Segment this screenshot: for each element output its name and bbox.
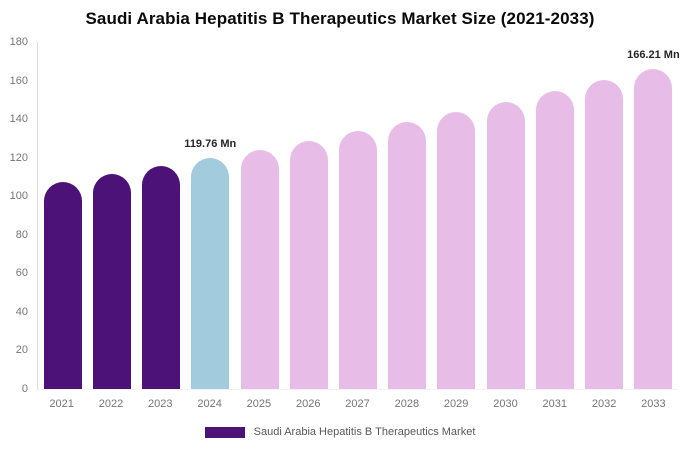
bar-2032	[585, 79, 624, 389]
bar-slot-2021	[38, 42, 87, 389]
x-tick-label-2021: 2021	[49, 398, 74, 410]
x-tick-label-2022: 2022	[98, 398, 124, 410]
bar-slot-2033	[629, 42, 678, 389]
x-tick-label-2027: 2027	[345, 398, 370, 410]
y-tick-label-160: 160	[9, 74, 28, 87]
y-tick-label-120: 120	[9, 151, 28, 164]
bar-2029	[437, 111, 476, 389]
x-tick-label-2026: 2026	[295, 398, 321, 410]
y-tick-label-20: 20	[15, 344, 28, 357]
x-tick-label-2029: 2029	[443, 398, 469, 410]
x-tick-label-2032: 2032	[591, 398, 617, 410]
y-axis: 0 20 40 60 80 100 120 140 160 180	[0, 36, 28, 395]
x-axis: 2021 2022 2023 2024 2025 2026 2027 2028 2029 2030…	[37, 398, 678, 410]
x-tick-label-2025: 2025	[246, 398, 272, 410]
x-tick-label-2030: 2030	[493, 398, 518, 410]
plot-area: 119.76 Mn 166.21 Mn	[37, 42, 680, 390]
legend-label: Saudi Arabia Hepatitis B Therapeutics Ma…	[253, 426, 476, 438]
legend: Saudi Arabia Hepatitis B Therapeutics Ma…	[0, 426, 680, 438]
bar-slot-2022	[87, 42, 136, 389]
bar-2022	[92, 174, 131, 389]
x-tick-label-2024: 2024	[197, 398, 222, 410]
bar-slot-2023	[136, 42, 185, 389]
bar-2025	[240, 149, 279, 389]
bar-2023	[142, 166, 181, 389]
bar-2027	[339, 131, 378, 389]
legend-swatch	[204, 426, 245, 438]
x-tick-label-2031: 2031	[542, 398, 568, 410]
value-label-2033: 166.21 Mn	[627, 48, 680, 61]
x-tick-label-2033: 2033	[641, 398, 666, 410]
bar-2021	[43, 181, 82, 389]
bar-slot-2031	[530, 42, 579, 389]
bar-2033	[634, 68, 673, 389]
y-tick-label-40: 40	[15, 305, 28, 318]
bars-row	[38, 42, 678, 389]
bar-slot-2024	[186, 42, 235, 389]
bar-slot-2032	[580, 42, 629, 389]
bar-slot-2030	[481, 42, 530, 389]
x-tick-label-2023: 2023	[148, 398, 173, 410]
y-tick-label-80: 80	[15, 228, 28, 241]
bar-slot-2029	[432, 42, 481, 389]
bar-slot-2025	[235, 42, 284, 389]
bar-2024	[191, 158, 230, 389]
bar-2031	[535, 90, 574, 389]
bar-2028	[388, 121, 427, 389]
bar-slot-2027	[333, 42, 382, 389]
y-tick-label-0: 0	[21, 383, 28, 395]
y-tick-label-140: 140	[9, 113, 28, 126]
value-label-2024: 119.76 Mn	[184, 138, 237, 151]
y-tick-label-180: 180	[9, 36, 28, 48]
y-tick-label-60: 60	[15, 267, 28, 280]
x-tick-label-2028: 2028	[394, 398, 420, 410]
chart-title: Saudi Arabia Hepatitis B Therapeutics Ma…	[85, 9, 595, 28]
bar-slot-2026	[284, 42, 333, 389]
y-tick-label-100: 100	[9, 190, 28, 203]
bar-slot-2028	[383, 42, 432, 389]
bar-2026	[289, 140, 328, 389]
bar-2030	[486, 101, 525, 389]
